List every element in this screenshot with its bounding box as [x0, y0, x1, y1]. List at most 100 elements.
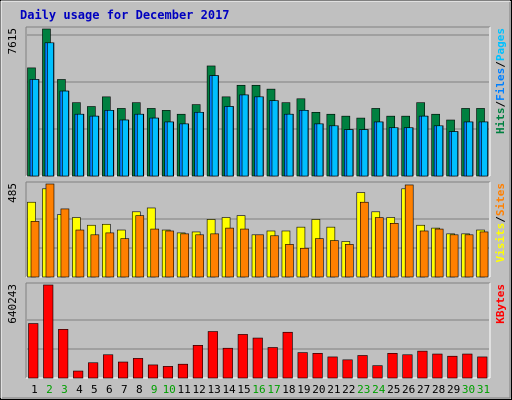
- day-label: 27: [417, 383, 430, 396]
- day-label: 3: [61, 383, 68, 396]
- bar-pages: [226, 106, 234, 177]
- day-label: 14: [222, 383, 236, 396]
- day-label: 12: [193, 383, 206, 396]
- day-label: 31: [477, 383, 490, 396]
- bar-kbytes: [147, 364, 159, 379]
- bar-kbytes: [312, 353, 323, 379]
- bar-sites: [404, 184, 414, 278]
- bar-pages: [436, 125, 443, 177]
- legend-item-visits: Visits: [494, 223, 507, 263]
- bar-pages: [32, 79, 39, 177]
- day-label: 16: [252, 383, 265, 396]
- day-label: 5: [91, 383, 98, 396]
- bar-kbytes: [132, 358, 144, 379]
- bar-pages: [256, 96, 264, 177]
- bar-pages: [346, 129, 354, 177]
- bar-kbytes: [372, 365, 383, 379]
- bar-sites: [225, 227, 234, 278]
- day-axis-labels: 1 2 3 4 5 6 7 8 9 10 11 12 13 14 15 16 17 18 19 20 21 22 23 24 2…: [31, 383, 490, 396]
- day-label: 23: [357, 383, 370, 396]
- bar-pages: [107, 110, 114, 177]
- day-label: 17: [267, 383, 280, 396]
- bar-sites: [330, 240, 339, 278]
- bar-sites: [135, 215, 145, 278]
- bar-pages: [466, 121, 473, 177]
- bar-pages: [211, 75, 219, 177]
- bar-sites: [120, 238, 130, 278]
- bar-kbytes: [402, 354, 413, 379]
- bar-kbytes: [252, 337, 263, 379]
- day-label: 24: [372, 383, 386, 396]
- bar-sites: [419, 230, 429, 278]
- bar-kbytes: [88, 362, 99, 379]
- day-label: 6: [106, 383, 113, 396]
- legend-item-hits: Hits: [494, 108, 507, 135]
- bar-kbytes: [462, 353, 473, 379]
- bar-sites: [449, 234, 459, 278]
- chart-panels: 7615Hits/Files/Pages485Visits/Sites64024…: [6, 26, 507, 379]
- day-label: 1: [31, 383, 38, 396]
- bar-pages: [451, 131, 458, 177]
- bar-pages: [271, 100, 279, 177]
- day-label: 18: [282, 383, 295, 396]
- day-label: 10: [163, 383, 176, 396]
- day-label: 15: [237, 383, 250, 396]
- bar-sites: [30, 221, 40, 278]
- bar-kbytes: [222, 347, 233, 379]
- bar-sites: [359, 201, 369, 278]
- day-label: 13: [207, 383, 220, 396]
- day-label: 28: [432, 383, 445, 396]
- bar-kbytes: [417, 350, 428, 379]
- day-label: 11: [178, 383, 191, 396]
- day-label: 8: [136, 383, 143, 396]
- bar-pages: [122, 119, 129, 177]
- bar-kbytes: [237, 334, 248, 379]
- bar-kbytes: [43, 284, 54, 379]
- bar-kbytes: [342, 359, 353, 379]
- bar-sites: [374, 217, 384, 278]
- bar-pages: [301, 110, 309, 177]
- bar-sites: [345, 244, 354, 278]
- day-label: 30: [462, 383, 475, 396]
- bar-pages: [286, 113, 294, 177]
- bar-pages: [62, 90, 69, 177]
- bar-kbytes: [103, 354, 114, 379]
- bar-pages: [421, 115, 428, 177]
- bar-pages: [316, 123, 324, 177]
- bar-pages: [47, 42, 54, 177]
- legend-kbytes: KBytes: [494, 284, 507, 324]
- y-max-label-hits-files-pages: 7615: [6, 28, 19, 55]
- day-label: 7: [121, 383, 128, 396]
- bar-sites: [300, 247, 309, 278]
- legend-separator: /: [494, 101, 507, 108]
- day-label: 2: [46, 383, 53, 396]
- bar-kbytes: [177, 363, 188, 379]
- legend-visits-sites: Visits/Sites: [494, 183, 507, 263]
- day-label: 25: [387, 383, 400, 396]
- bar-sites: [150, 228, 160, 278]
- bar-kbytes: [282, 331, 293, 379]
- bar-sites: [90, 234, 100, 278]
- legend-hits-files-pages: Hits/Files/Pages: [494, 28, 507, 134]
- bar-sites: [270, 235, 279, 278]
- bar-kbytes: [192, 345, 203, 379]
- bar-pages: [406, 127, 413, 177]
- bar-pages: [376, 121, 384, 177]
- bar-sites: [195, 234, 204, 278]
- day-label: 4: [76, 383, 83, 396]
- legend-item-kbytes: KBytes: [494, 284, 507, 324]
- bar-sites: [240, 228, 249, 278]
- y-max-label-visits-sites: 485: [6, 183, 19, 203]
- bar-pages: [361, 129, 369, 177]
- bar-pages: [166, 121, 174, 177]
- bar-pages: [181, 123, 189, 177]
- bar-pages: [241, 94, 249, 177]
- bar-kbytes: [58, 329, 69, 379]
- bar-sites: [105, 232, 115, 278]
- bar-kbytes: [357, 355, 368, 379]
- chart-title: Daily usage for December 2017: [20, 8, 230, 22]
- bar-sites: [255, 234, 264, 278]
- bar-sites: [60, 208, 70, 278]
- bar-pages: [391, 127, 399, 177]
- bar-sites: [210, 233, 219, 278]
